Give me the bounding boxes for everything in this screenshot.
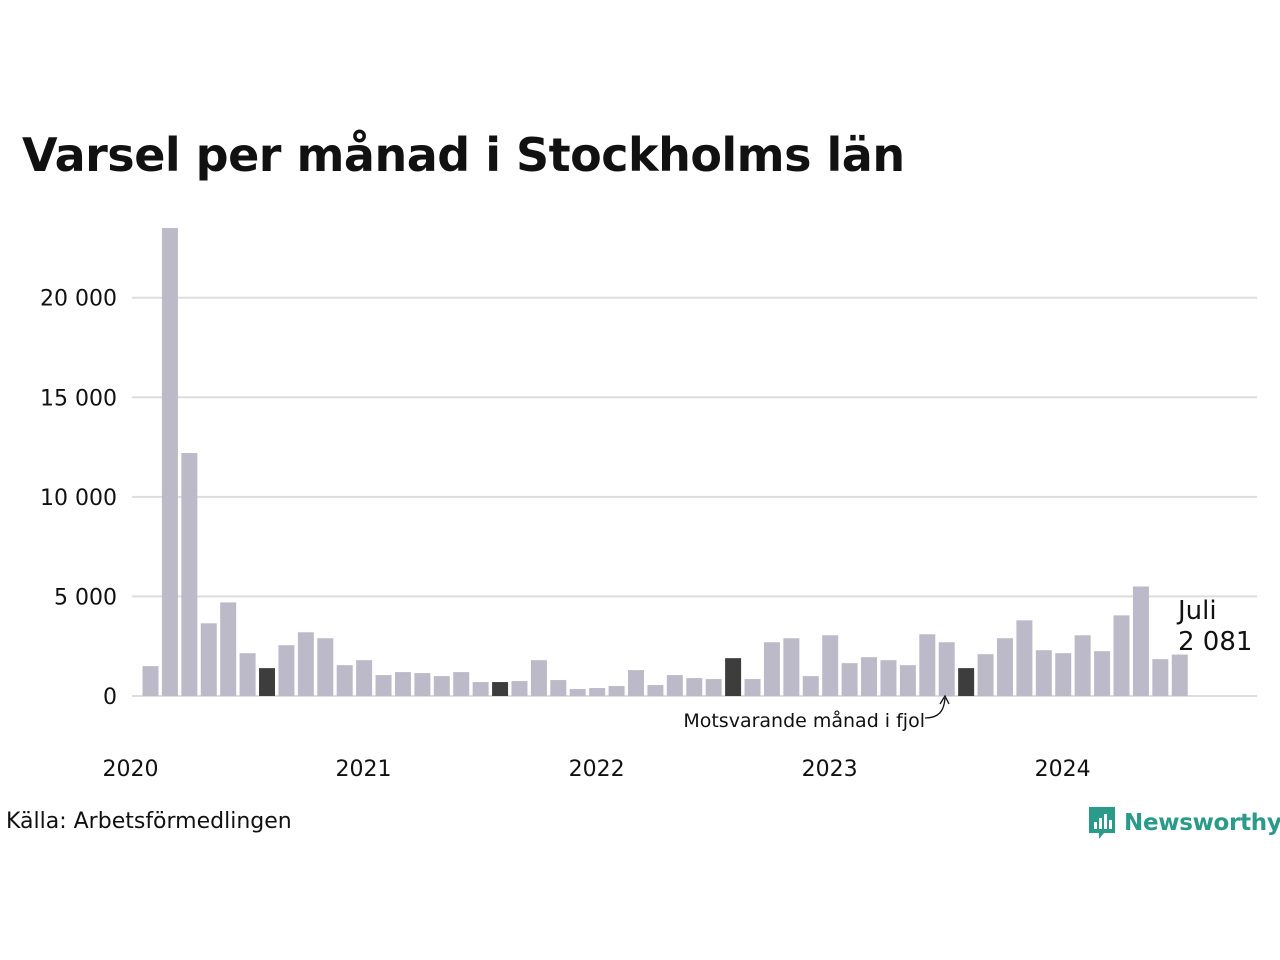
newsworthy-logo: Newsworthy [1087, 803, 1280, 843]
bar-2024-03 [1113, 615, 1130, 696]
newsworthy-logo-icon [1089, 807, 1115, 839]
x-axis-ticks: 2020 2021 2022 2023 2024 [103, 757, 1091, 782]
y-axis-ticks: 0 5 000 10 000 15 000 20 000 [40, 287, 117, 710]
chart-title: Varsel per månad i Stockholms län [22, 128, 905, 182]
bar-2020-11 [336, 665, 353, 696]
bar-2023-02 [861, 657, 878, 696]
bar-2023-11 [1035, 650, 1052, 696]
y-tick-label: 5 000 [54, 585, 117, 610]
x-tick-label: 2021 [336, 757, 392, 782]
brand-name: Newsworthy [1124, 810, 1280, 836]
x-tick-label: 2023 [802, 757, 858, 782]
y-tick-label: 20 000 [40, 287, 117, 312]
annotation-text: Motsvarande månad i fjol [683, 709, 925, 732]
bar-2020-09 [297, 632, 314, 696]
annotation-group: Motsvarande månad i fjol [683, 694, 950, 732]
x-tick-label: 2020 [103, 757, 159, 782]
bar-2022-03 [647, 685, 664, 696]
bar-2020-03 [181, 453, 198, 696]
bar-2021-09 [530, 660, 547, 696]
bar-2021-10 [550, 680, 567, 696]
y-tick-label: 15 000 [40, 386, 117, 411]
bar-2024-06 [1171, 654, 1188, 696]
bar-2022-01 [608, 686, 625, 696]
current-month-label: Juli [1176, 596, 1217, 626]
bar-2023-03 [880, 660, 897, 696]
bar-2023-06 [938, 642, 955, 696]
bar-2023-10 [1016, 620, 1033, 696]
bar-2022-06 [705, 679, 722, 696]
bar-2021-11 [569, 689, 586, 696]
bar-2023-05 [919, 634, 936, 696]
x-tick-label: 2022 [569, 757, 625, 782]
bar-2022-07 [725, 658, 742, 696]
annotation-arrowhead [939, 694, 950, 705]
x-tick-label: 2024 [1035, 757, 1091, 782]
bar-2020-05 [220, 602, 237, 696]
bar-2023-08 [977, 654, 994, 696]
bar-2021-04 [433, 676, 450, 696]
bar-2022-09 [763, 642, 780, 696]
bar-2024-05 [1152, 659, 1169, 696]
bar-2021-06 [472, 682, 489, 696]
bar-2022-04 [666, 675, 683, 696]
bar-2020-04 [200, 623, 217, 696]
bar-2022-02 [628, 670, 644, 696]
bar-2021-03 [414, 673, 431, 696]
bar-2021-02 [394, 672, 411, 696]
bar-2021-07 [492, 682, 509, 696]
bar-2020-08 [278, 645, 295, 696]
bar-2024-02 [1094, 651, 1111, 696]
bar-2023-12 [1055, 653, 1072, 696]
y-tick-label: 0 [103, 685, 117, 710]
bar-2022-08 [744, 679, 761, 696]
bar-2022-12 [822, 635, 839, 696]
bar-2023-09 [996, 638, 1013, 696]
bar-2021-12 [589, 688, 606, 696]
bars [142, 228, 1188, 696]
current-value-label: 2 081 [1178, 627, 1252, 657]
bar-2021-01 [375, 675, 392, 696]
annotation-arrow [924, 697, 946, 719]
bar-2023-07 [958, 668, 975, 696]
source-text: Källa: Arbetsförmedlingen [6, 809, 292, 834]
bar-2020-07 [259, 668, 276, 696]
bar-2020-10 [317, 638, 334, 696]
bar-2022-10 [783, 638, 800, 696]
bar-2024-01 [1074, 635, 1091, 696]
current-label: Juli 2 081 [1176, 596, 1252, 657]
bar-2024-04 [1132, 586, 1149, 696]
bar-2023-01 [841, 663, 858, 696]
bar-2020-12 [356, 660, 373, 696]
bar-2021-05 [453, 672, 470, 696]
bar-2020-06 [239, 653, 256, 696]
bar-2022-11 [802, 676, 819, 696]
bar-2023-04 [899, 665, 916, 696]
bar-2022-05 [686, 678, 703, 696]
bar-2021-08 [511, 681, 528, 696]
bar-2020-01 [142, 666, 159, 696]
bar-2020-02 [161, 228, 178, 696]
y-tick-label: 10 000 [40, 486, 117, 511]
